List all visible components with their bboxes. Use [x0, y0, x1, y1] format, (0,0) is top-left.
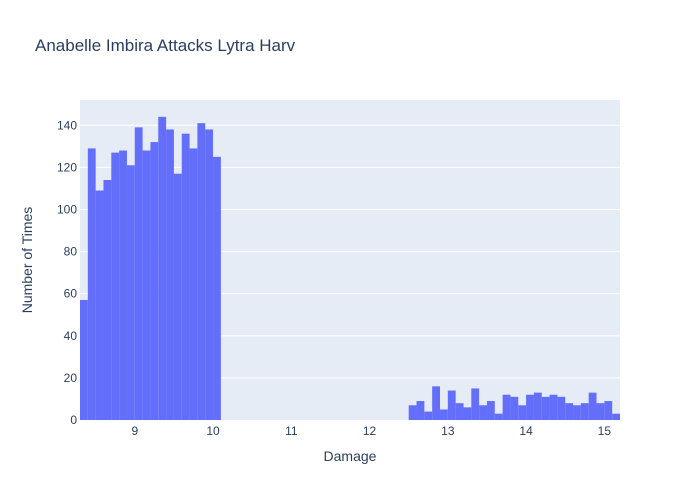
y-axis-ticks: 0 20 40 60 80 100 120 140	[57, 118, 77, 427]
y-tick-label: 20	[64, 371, 78, 385]
histogram-bar	[80, 300, 88, 420]
x-tick-label: 12	[363, 424, 377, 438]
histogram-bar	[455, 403, 464, 420]
y-tick-label: 40	[64, 329, 78, 343]
y-tick-label: 80	[64, 245, 78, 259]
histogram-bar	[573, 405, 581, 420]
histogram-bar	[408, 405, 417, 420]
histogram-bar	[213, 156, 221, 420]
histogram-bar	[95, 190, 104, 420]
x-tick-label: 11	[285, 424, 298, 438]
x-tick-label: 13	[441, 424, 455, 438]
y-tick-label: 100	[57, 202, 77, 216]
histogram-bar	[502, 394, 511, 420]
chart-title: Anabelle Imbira Attacks Lytra Harv	[35, 36, 296, 55]
histogram-bar	[557, 396, 566, 420]
histogram-bar	[424, 411, 433, 420]
histogram-bar	[486, 401, 495, 420]
x-tick-label: 9	[131, 424, 138, 438]
histogram-bar	[596, 403, 605, 420]
histogram-bar	[471, 388, 480, 420]
x-tick-label: 15	[598, 424, 612, 438]
histogram-bar	[111, 152, 120, 420]
histogram-bar	[205, 129, 214, 420]
histogram-bar	[150, 142, 159, 420]
histogram-bar	[166, 129, 174, 420]
histogram-bar	[197, 123, 206, 420]
histogram-bar	[189, 148, 198, 420]
histogram-bar	[158, 116, 167, 420]
bars	[80, 116, 620, 421]
x-tick-label: 14	[519, 424, 533, 438]
histogram-bar	[119, 150, 127, 421]
x-axis-title: Damage	[324, 448, 377, 464]
histogram-bar	[142, 150, 151, 421]
histogram-bar	[181, 133, 190, 420]
histogram-bar	[588, 392, 597, 420]
histogram-bar	[103, 180, 112, 420]
histogram-bar	[526, 394, 534, 420]
histogram-bar	[494, 413, 503, 420]
y-axis-title: Number of Times	[19, 207, 35, 314]
histogram-bar	[510, 396, 519, 420]
y-tick-label: 120	[57, 160, 77, 174]
x-tick-label: 10	[206, 424, 220, 438]
y-tick-label: 0	[70, 413, 77, 427]
histogram-bar	[173, 173, 182, 420]
histogram-bar	[549, 394, 558, 420]
histogram-bar	[87, 148, 96, 420]
histogram-bar	[612, 413, 620, 420]
histogram-bar	[479, 405, 487, 420]
histogram-bar	[604, 401, 613, 420]
histogram-bar	[518, 405, 527, 420]
histogram-bar	[541, 396, 550, 420]
y-tick-label: 60	[64, 287, 78, 301]
histogram-bar	[416, 401, 425, 420]
histogram-bar	[463, 407, 472, 420]
histogram-bar	[565, 403, 574, 420]
x-axis-ticks: 9 10 11 12 13 14 15	[131, 424, 611, 438]
histogram-bar	[580, 403, 589, 420]
histogram-bar	[126, 165, 135, 420]
histogram-bar	[432, 386, 440, 420]
histogram-bar	[440, 409, 448, 420]
histogram-bar	[134, 127, 143, 421]
y-tick-label: 140	[57, 118, 77, 132]
histogram-bar	[533, 392, 542, 420]
histogram-bar	[447, 390, 456, 420]
